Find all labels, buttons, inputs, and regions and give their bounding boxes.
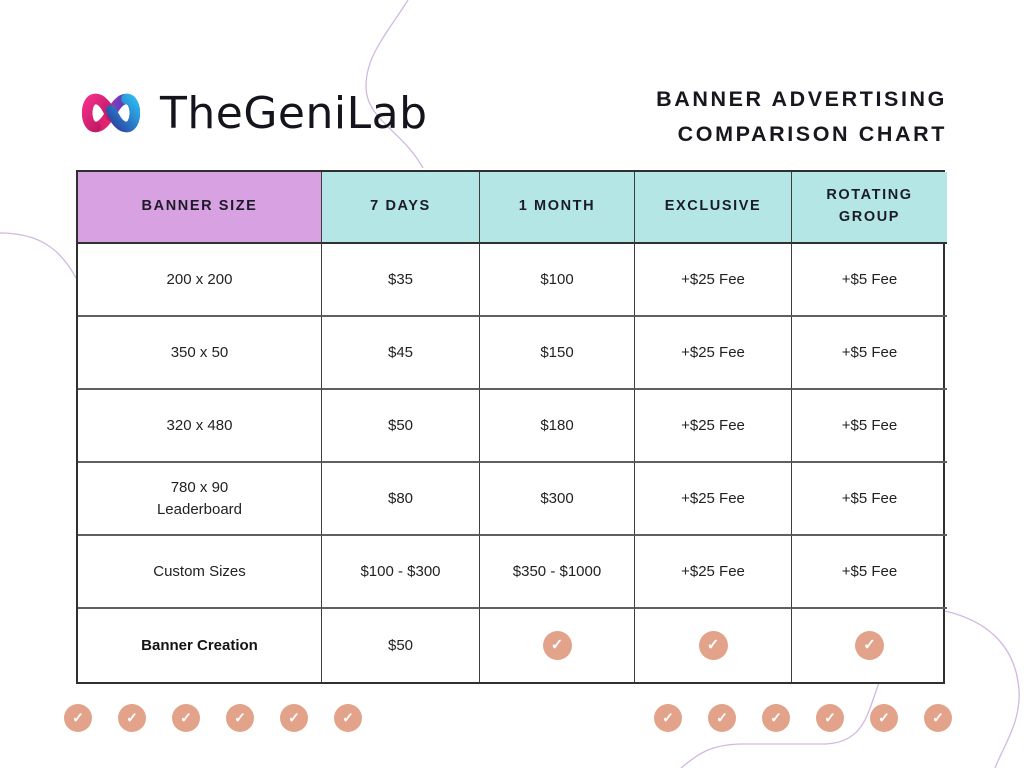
price-cell: $50	[322, 390, 480, 463]
decor-check-icon: ✓	[172, 704, 200, 732]
column-header: ROTATING GROUP	[792, 172, 947, 244]
decor-curve-left	[0, 232, 77, 279]
price-cell: $80	[322, 463, 480, 536]
decor-check-icon: ✓	[280, 704, 308, 732]
price-cell: ✓	[480, 609, 635, 682]
comparison-table: BANNER SIZE 7 DAYS 1 MONTH EXCLUSIVE ROTATIN…	[76, 170, 947, 684]
price-cell: $100 - $300	[322, 536, 480, 609]
column-header: 1 MONTH	[480, 172, 635, 244]
row-label-cell: Custom Sizes	[78, 536, 322, 609]
decor-check-icon: ✓	[226, 704, 254, 732]
row-label-cell: 350 x 50	[78, 317, 322, 390]
price-cell: +$5 Fee	[792, 244, 947, 317]
price-cell: $300	[480, 463, 635, 536]
decor-check-icon: ✓	[708, 704, 736, 732]
page-title-line1: BANNER ADVERTISING	[656, 87, 947, 111]
decor-check-icon: ✓	[816, 704, 844, 732]
price-cell: +$5 Fee	[792, 317, 947, 390]
decor-check-icon: ✓	[870, 704, 898, 732]
infinity-gradient-icon	[81, 93, 141, 133]
row-label-cell: Banner Creation	[78, 609, 322, 682]
price-cell: ✓	[792, 609, 947, 682]
price-cell: +$5 Fee	[792, 463, 947, 536]
column-header: EXCLUSIVE	[635, 172, 792, 244]
price-cell: $45	[322, 317, 480, 390]
price-cell: +$25 Fee	[635, 463, 792, 536]
row-label-cell: 320 x 480	[78, 390, 322, 463]
included-check-icon: ✓	[542, 631, 572, 660]
price-cell: $35	[322, 244, 480, 317]
price-cell: $180	[480, 390, 635, 463]
page-title: BANNER ADVERTISING COMPARISON CHART	[656, 82, 947, 152]
decor-check-icon: ✓	[924, 704, 952, 732]
price-cell: $350 - $1000	[480, 536, 635, 609]
price-cell: $50	[322, 609, 480, 682]
price-cell: $100	[480, 244, 635, 317]
price-cell: +$5 Fee	[792, 536, 947, 609]
decor-curve-right	[944, 610, 1020, 768]
price-cell: +$25 Fee	[635, 244, 792, 317]
decor-check-icon: ✓	[118, 704, 146, 732]
row-label-cell: 780 x 90 Leaderboard	[78, 463, 322, 536]
brand-name: TheGeniLab	[160, 87, 428, 139]
included-check-icon: ✓	[698, 631, 728, 660]
price-cell: +$25 Fee	[635, 317, 792, 390]
brand-logo: TheGeniLab	[76, 78, 428, 148]
decor-check-row-right: ✓ ✓ ✓ ✓ ✓ ✓	[654, 704, 952, 732]
page-title-line2: COMPARISON CHART	[677, 122, 947, 146]
column-header: BANNER SIZE	[78, 172, 322, 244]
row-label-cell: 200 x 200	[78, 244, 322, 317]
column-header: 7 DAYS	[322, 172, 480, 244]
decor-check-icon: ✓	[762, 704, 790, 732]
decor-check-icon: ✓	[654, 704, 682, 732]
price-cell: +$25 Fee	[635, 390, 792, 463]
price-cell: ✓	[635, 609, 792, 682]
price-cell: $150	[480, 317, 635, 390]
decor-check-icon: ✓	[64, 704, 92, 732]
price-cell: +$5 Fee	[792, 390, 947, 463]
decor-check-icon: ✓	[334, 704, 362, 732]
price-cell: +$25 Fee	[635, 536, 792, 609]
decor-check-row-left: ✓ ✓ ✓ ✓ ✓ ✓	[64, 704, 362, 732]
included-check-icon: ✓	[855, 631, 884, 660]
